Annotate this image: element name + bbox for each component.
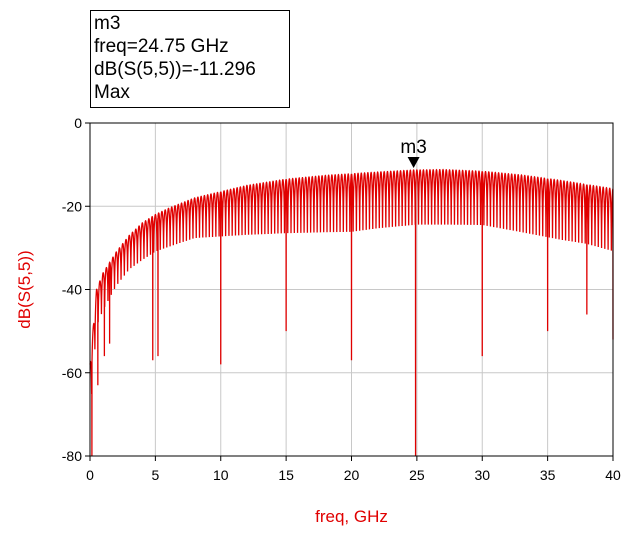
y-axis-label: dB(S(5,5)) [15,250,34,328]
marker-triangle-icon [407,157,420,169]
x-tick-label: 20 [344,467,360,483]
marker-label: m3 [400,137,426,158]
axes: 0 5 10 15 20 25 30 35 40 0 -20 -40 -60 -80 freq, GHz dB… [15,115,621,526]
marker-name: m3 [94,13,121,34]
x-tick-label: 0 [86,467,94,483]
marker-readout-box: m3 freq=24.75 GHz dB(S(5,5))=-11.296 Max [90,10,290,108]
marker-layer: m3 [400,137,427,169]
x-tick-label: 5 [151,467,159,483]
marker-value-readout: dB(S(5,5))=-11.296 [94,59,256,80]
y-tick-label: -40 [62,282,82,298]
x-axis-label: freq, GHz [315,507,388,526]
x-tick-label: 35 [540,467,556,483]
y-tick-label: 0 [74,115,82,131]
series-line-s55 [89,168,614,457]
marker-freq-readout: freq=24.75 GHz [94,36,229,57]
x-tick-label: 25 [409,467,425,483]
y-tick-label: -20 [62,198,82,214]
marker-mode: Max [94,82,130,103]
series-layer [89,168,614,457]
y-tick-label: -60 [62,365,82,381]
x-tick-label: 15 [278,467,294,483]
y-tick-label: -80 [62,448,82,464]
x-tick-label: 30 [474,467,490,483]
x-tick-label: 10 [213,467,229,483]
x-tick-label: 40 [605,467,621,483]
